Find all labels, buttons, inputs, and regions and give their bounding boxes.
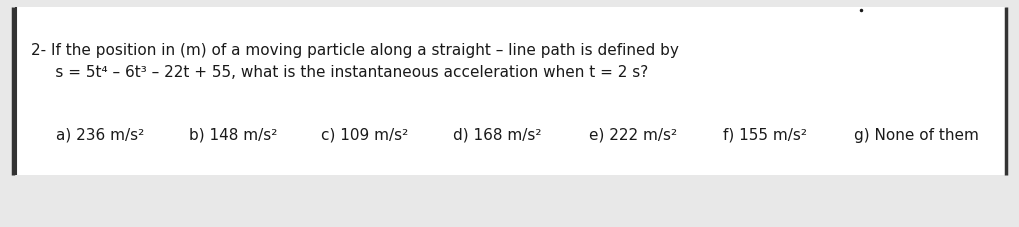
Text: f) 155 m/s²: f) 155 m/s² xyxy=(723,127,807,142)
Text: b) 148 m/s²: b) 148 m/s² xyxy=(189,127,277,142)
Text: c) 109 m/s²: c) 109 m/s² xyxy=(321,127,409,142)
Text: g) None of them: g) None of them xyxy=(854,127,979,142)
Bar xyxy=(13,8,1006,175)
Text: d) 168 m/s²: d) 168 m/s² xyxy=(453,127,542,142)
Text: e) 222 m/s²: e) 222 m/s² xyxy=(589,127,677,142)
Text: 2- If the position in (m) of a moving particle along a straight – line path is d: 2- If the position in (m) of a moving pa… xyxy=(31,43,679,58)
Text: a) 236 m/s²: a) 236 m/s² xyxy=(56,127,145,142)
Text: s = 5t⁴ – 6t³ – 22t + 55, what is the instantaneous acceleration when t = 2 s?: s = 5t⁴ – 6t³ – 22t + 55, what is the in… xyxy=(31,65,648,80)
